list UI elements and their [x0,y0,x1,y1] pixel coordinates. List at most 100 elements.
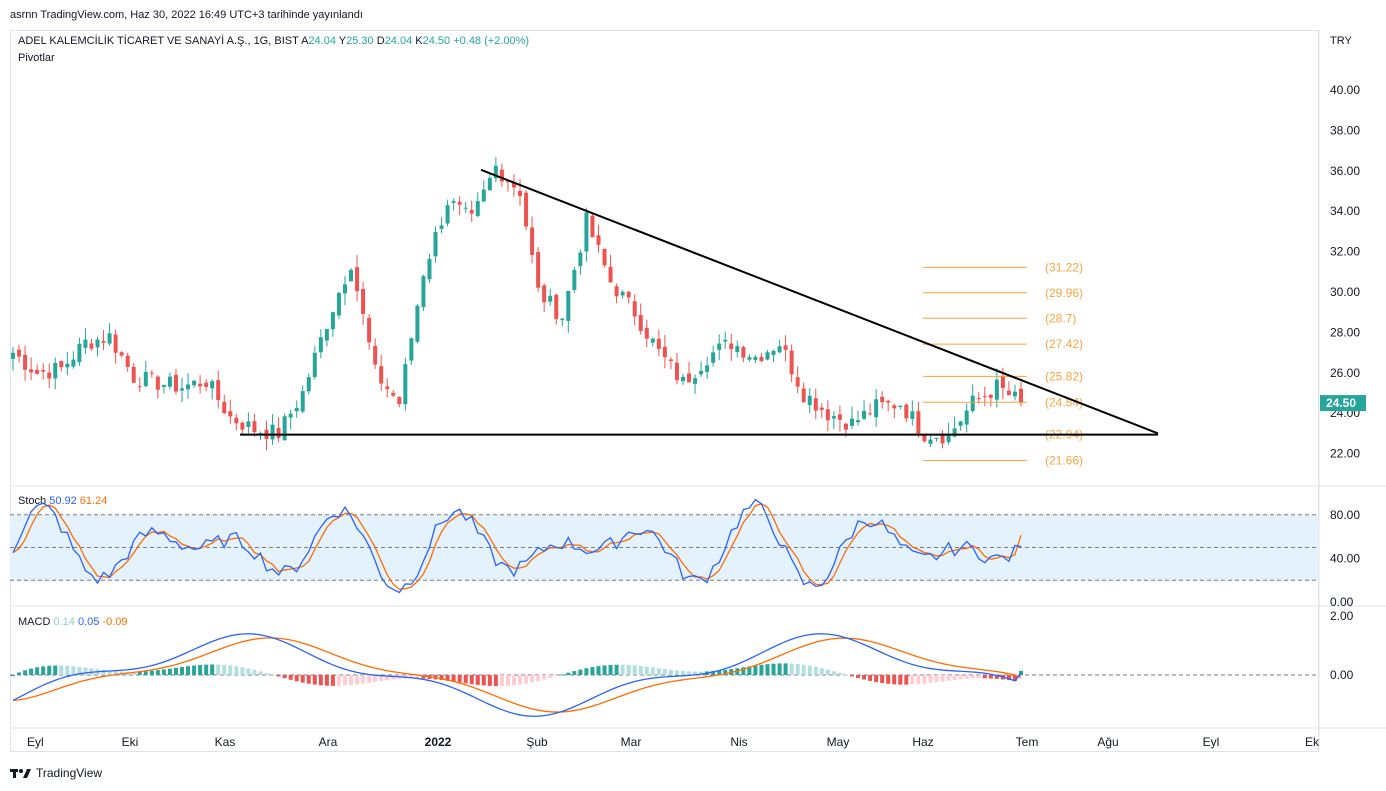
macd-histogram-bar [680,670,685,675]
candle-body [578,252,583,267]
candle-body [101,341,106,343]
macd-histogram-bar [988,675,993,679]
candle-body [964,410,969,425]
candle-body [47,372,52,379]
time-tick-label: Eki [122,735,139,749]
macd-histogram-bar [469,675,474,685]
macd-histogram-bar [210,664,215,675]
candle-body [590,215,595,238]
macd-histogram-bar [167,668,172,675]
candle-body [693,378,698,384]
candle-body [795,377,800,387]
pivot-label: (31.22) [1045,260,1083,274]
candle-body [180,388,185,391]
indicator-legend[interactable]: Pivotlar [18,52,55,64]
macd-histogram-bar [367,675,372,683]
candle-body [602,248,607,266]
published-header: asrnn TradingView.com, Haz 30, 2022 16:4… [0,0,1386,30]
macd-histogram-bar [306,675,311,684]
macd-histogram-bar [892,675,897,685]
candle-body [361,289,366,314]
price-tick-label: 38.00 [1330,123,1360,137]
macd-histogram-bar [192,665,197,675]
candle-body [922,435,927,442]
change-value: +0.48 (+2.00%) [453,35,530,47]
candle-body [493,165,498,179]
candle-body [113,334,118,353]
stoch-legend[interactable]: Stoch 50.92 61.24 [18,495,107,507]
candle-body [192,380,197,386]
macd-histogram-bar [687,671,692,675]
macd-histogram-bar [216,664,221,675]
candle-body [668,359,673,362]
macd-histogram-bar [668,669,673,675]
candle-body [566,290,571,321]
macd-histogram-bar [946,675,951,681]
macd-histogram-bar [807,665,812,675]
candle-body [536,251,541,288]
candle-body [596,235,601,245]
macd-histogram-bar [264,673,269,675]
macd-histogram-bar [47,665,52,675]
macd-histogram-bar [270,674,275,676]
macd-histogram-bar [143,671,148,675]
candle-body [23,354,28,370]
candle-body [632,301,637,317]
candle-body [385,386,390,390]
macd-histogram-bar [186,666,191,675]
candle-body [650,338,655,343]
tradingview-footer[interactable]: TradingView [10,766,102,780]
macd-histogram-bar [837,672,842,675]
candle-body [970,395,975,412]
candle-body [59,361,64,368]
macd-histogram-bar [294,675,299,682]
macd-histogram-bar [65,665,70,675]
candle-body [282,416,287,441]
symbol-name[interactable]: ADEL KALEMCİLİK TİCARET VE SANAYİ A.Ş., … [18,35,299,47]
candle-body [373,345,378,365]
candle-body [789,350,794,375]
last-price-label: 24.50 [1326,396,1356,410]
candle-body [1012,391,1017,397]
candle-body [898,405,903,407]
candle-body [1000,375,1005,389]
pivot-label: (28.7) [1045,311,1076,325]
candle-body [904,404,909,419]
candle-body [463,207,468,209]
candle-body [560,318,565,321]
pivot-label: (29.96) [1045,286,1083,300]
pivot-indicator-label[interactable]: Pivotlar [18,52,55,64]
macd-histogram-bar [789,663,794,675]
candle-body [318,337,323,353]
published-text: asrnn TradingView.com, Haz 30, 2022 16:4… [10,9,363,21]
candle-body [807,395,812,406]
macd-histogram-bar [741,667,746,675]
pivot-label: (24.54) [1045,395,1083,409]
macd-histogram-bar [922,675,927,684]
candle-body [433,232,438,257]
candle-body [940,434,945,444]
macd-label[interactable]: MACD [18,616,51,628]
macd-legend[interactable]: MACD 0.14 0.05 -0.09 [18,616,128,628]
candle-body [874,399,879,418]
macd-histogram-bar [161,669,166,675]
macd-histogram-bar [312,675,317,685]
macd-histogram-bar [288,675,293,680]
time-tick-label: Eyl [27,735,44,749]
macd-histogram-bar [113,671,118,675]
macd-histogram-bar [330,675,335,686]
macd-histogram-bar [638,665,643,675]
candle-body [294,407,299,412]
macd-histogram-bar [282,675,287,679]
candle-body [499,169,504,182]
stoch-label[interactable]: Stoch [18,495,47,507]
macd-histogram-bar [590,667,595,675]
macd-histogram-bar [699,671,704,675]
candle-body [186,384,191,390]
candle-body [892,405,897,409]
macd-histogram-bar [759,664,764,675]
price-tick-label: 36.00 [1330,164,1360,178]
candle-body [777,346,782,353]
candle-body [699,370,704,375]
